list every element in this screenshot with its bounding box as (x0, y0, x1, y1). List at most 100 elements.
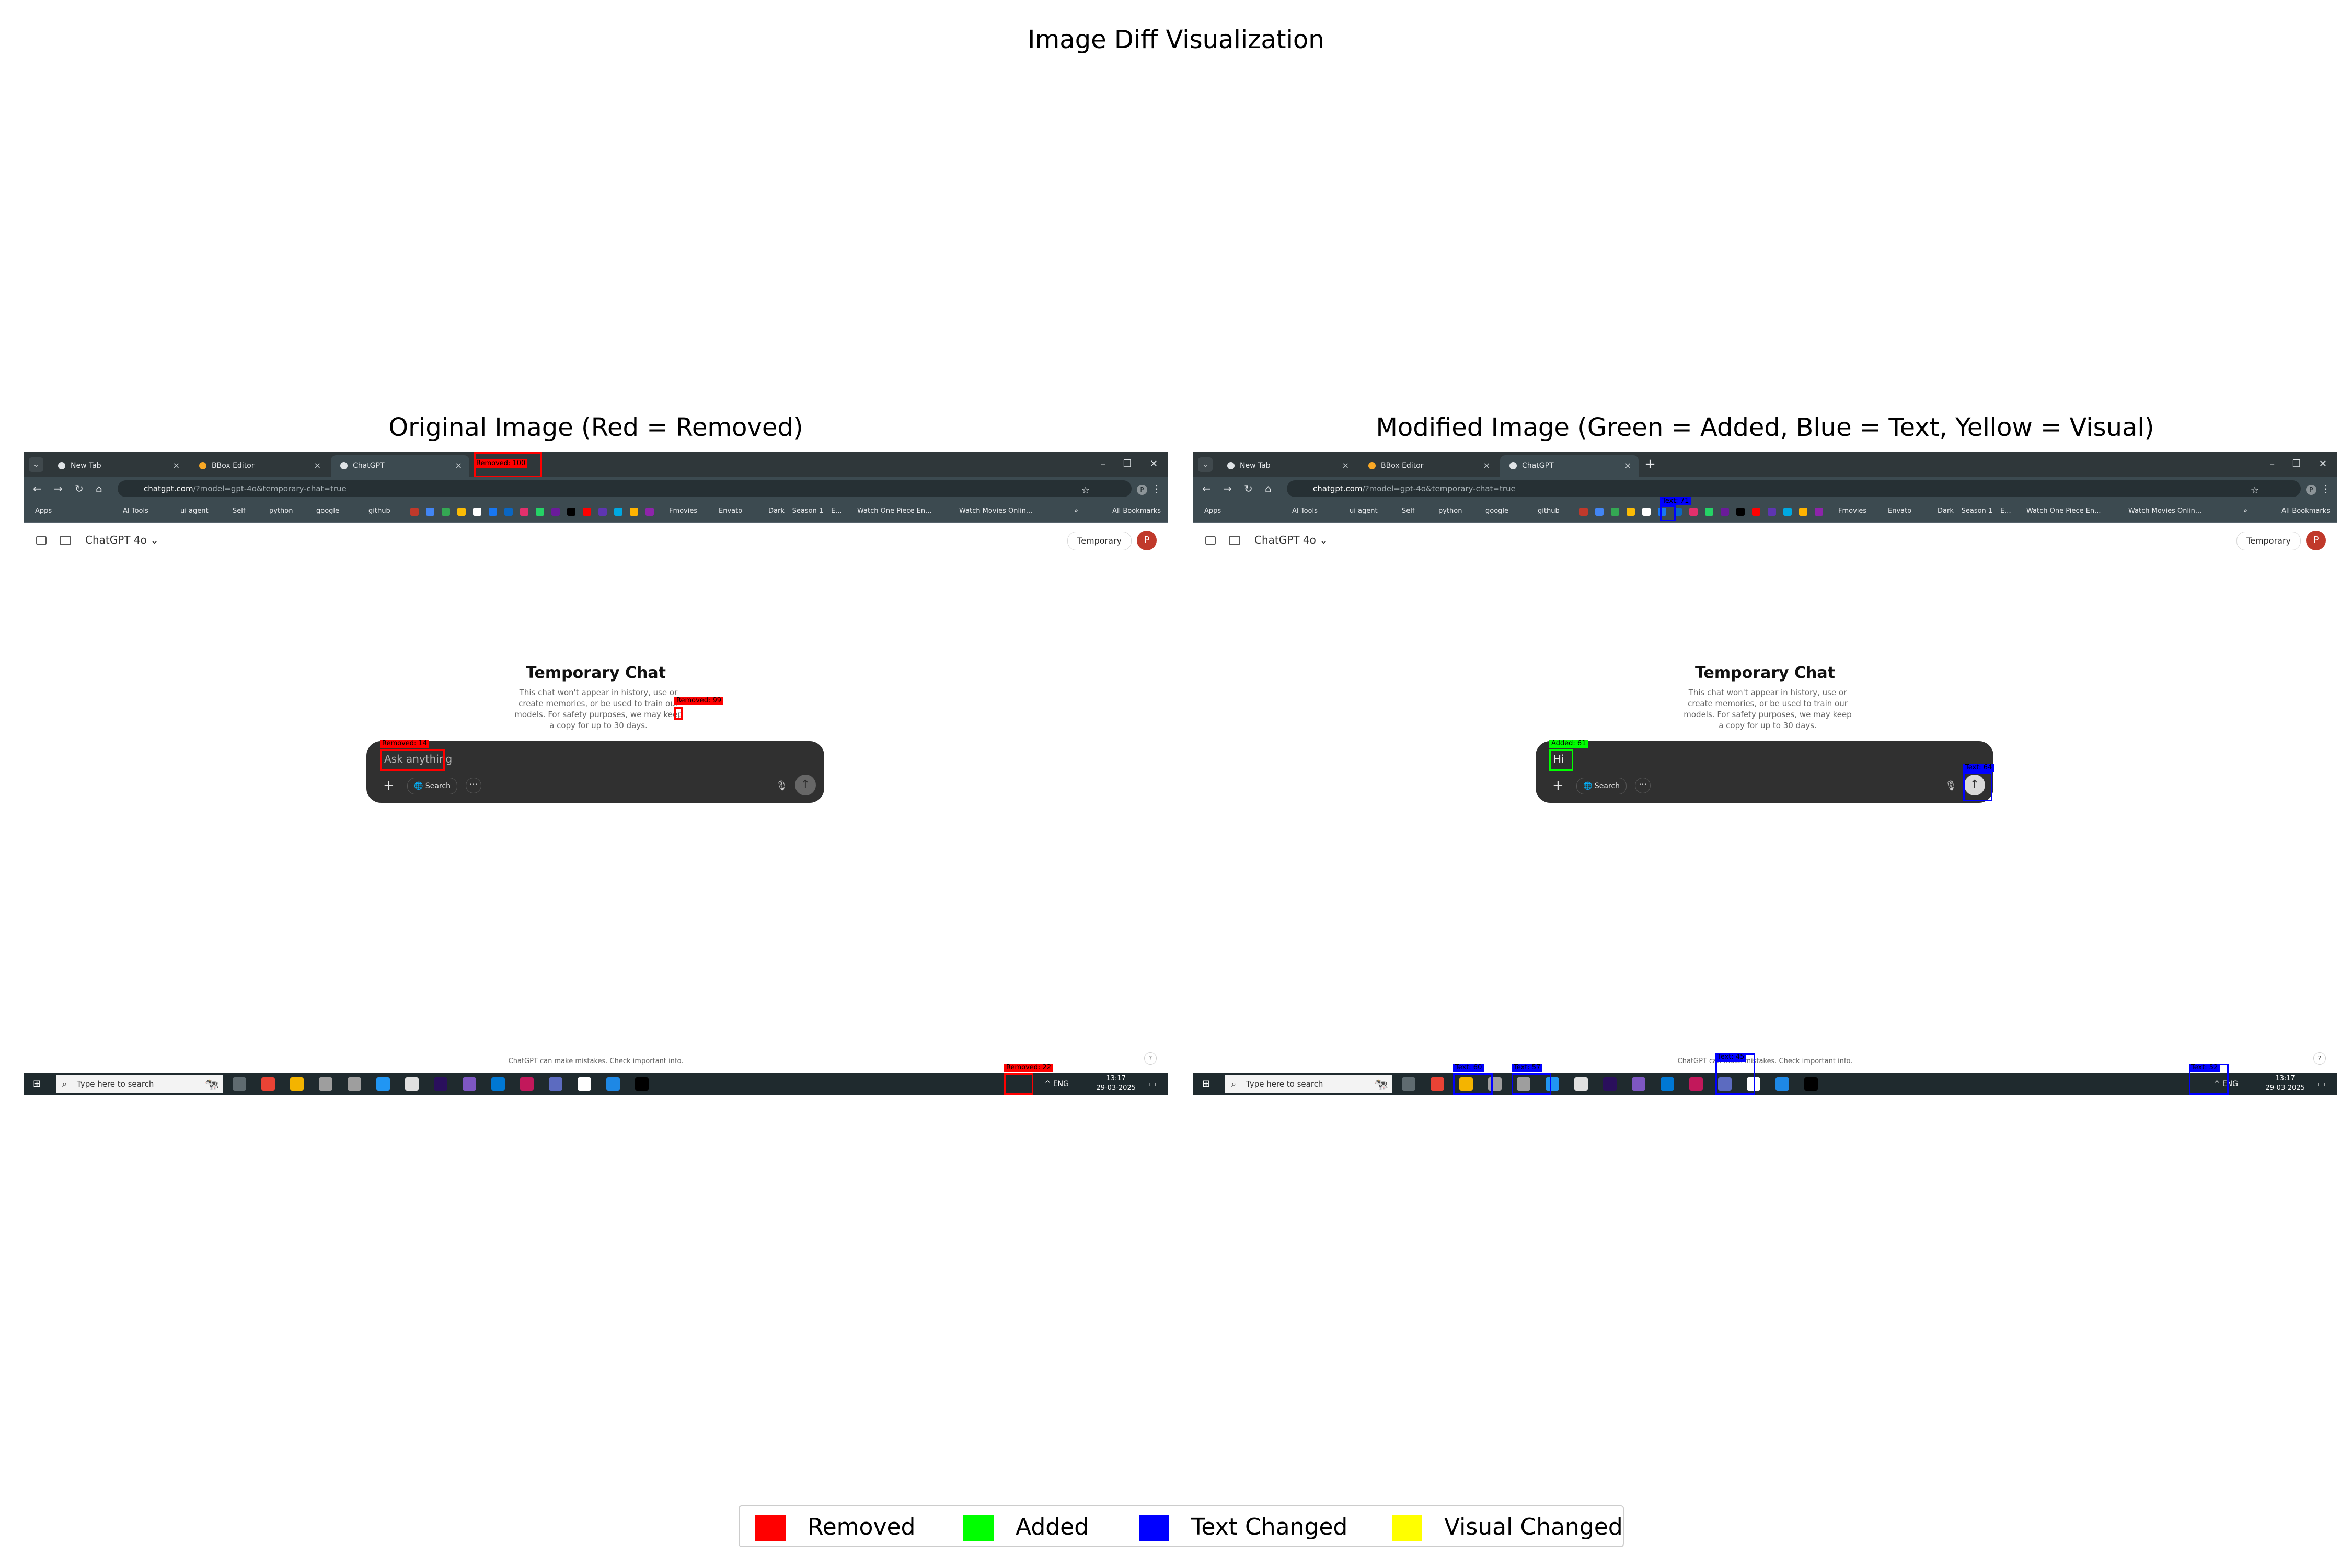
bookmark-favicon[interactable] (1611, 508, 1619, 516)
tab-chatgpt[interactable]: ChatGPT × (331, 455, 469, 477)
model-selector[interactable]: ChatGPT 4o ⌄ (1254, 534, 1328, 546)
bookmark-google[interactable]: google (1485, 507, 1509, 515)
plus-icon[interactable]: + (1552, 778, 1564, 793)
close-tab-button[interactable]: × (314, 460, 321, 470)
system-tray[interactable]: ^ ENG (2213, 1080, 2238, 1088)
notification-icon[interactable]: ▭ (1148, 1079, 1157, 1089)
bookmark-one-piece[interactable]: Watch One Piece En... (2026, 507, 2101, 515)
bookmark-favicon[interactable] (457, 508, 466, 516)
taskbar-app-icon[interactable] (1718, 1077, 1732, 1091)
taskbar-search[interactable]: ⌕ Type here to search 🐄 (1225, 1075, 1392, 1093)
bookmark-dark[interactable]: Dark – Season 1 – E... (1938, 507, 2011, 515)
taskbar-app-icon[interactable] (1546, 1077, 1559, 1091)
more-options-button[interactable]: ··· (1635, 778, 1651, 793)
taskbar-app-icon[interactable] (1775, 1077, 1789, 1091)
taskbar-app-icon[interactable] (405, 1077, 419, 1091)
bookmark-fmovies[interactable]: Fmovies (1838, 507, 1867, 515)
microphone-icon[interactable]: 🎙 (1945, 780, 1957, 791)
search-button[interactable]: 🌐 Search (1576, 778, 1627, 794)
taskbar-app-icon[interactable] (434, 1077, 447, 1091)
taskbar-app-icon[interactable] (1689, 1077, 1703, 1091)
new-tab-button[interactable]: + (1644, 456, 1656, 472)
taskbar-app-icon[interactable] (1459, 1077, 1473, 1091)
help-icon[interactable]: ? (1144, 1052, 1157, 1065)
taskbar-app-icon[interactable] (1661, 1077, 1674, 1091)
taskbar-app-icon[interactable] (1804, 1077, 1818, 1091)
system-tray[interactable]: ^ ENG (1044, 1080, 1069, 1088)
bookmark-ai-tools[interactable]: AI Tools (123, 507, 148, 515)
bookmark-favicon[interactable] (1689, 508, 1698, 516)
bookmark-google[interactable]: google (316, 507, 340, 515)
bookmark-envato[interactable]: Envato (719, 507, 743, 515)
more-icon[interactable]: ⋮ (2321, 482, 2331, 495)
tab-new-tab[interactable]: New Tab × (1218, 455, 1356, 477)
bookmark-favicon[interactable] (426, 508, 434, 516)
close-tab-button[interactable]: × (1624, 460, 1631, 470)
all-bookmarks[interactable]: All Bookmarks (2281, 507, 2330, 515)
windows-start-icon[interactable]: ⊞ (1202, 1078, 1210, 1089)
sidebar-icon[interactable] (36, 536, 47, 545)
bookmark-self[interactable]: Self (233, 507, 246, 515)
taskbar-app-icon[interactable] (549, 1077, 562, 1091)
reload-icon[interactable]: ↻ (1244, 482, 1253, 495)
bookmark-github[interactable]: github (368, 507, 390, 515)
bookmarks-overflow[interactable]: » (2243, 507, 2247, 515)
url-field[interactable]: chatgpt.com/?model=gpt-4o&temporary-chat… (1287, 480, 2301, 497)
close-tab-button[interactable]: × (1342, 460, 1349, 470)
star-icon[interactable]: ☆ (1081, 485, 1090, 496)
windows-start-icon[interactable]: ⊞ (33, 1078, 41, 1089)
bookmark-favicon[interactable] (1799, 508, 1807, 516)
tab-new-tab[interactable]: New Tab × (49, 455, 187, 477)
taskbar-app-icon[interactable] (261, 1077, 275, 1091)
bookmark-favicon[interactable] (1768, 508, 1776, 516)
model-selector[interactable]: ChatGPT 4o ⌄ (85, 534, 159, 546)
minimize-icon[interactable]: – (1101, 458, 1105, 469)
taskbar-app-icon[interactable] (1488, 1077, 1502, 1091)
bookmark-favicon[interactable] (520, 508, 528, 516)
bookmark-favicon[interactable] (1595, 508, 1604, 516)
tab-bbox-editor[interactable]: BBox Editor × (190, 455, 328, 477)
avatar[interactable]: P (2306, 531, 2326, 550)
close-tab-button[interactable]: × (172, 460, 180, 470)
bookmark-ui-agent[interactable]: ui agent (180, 507, 209, 515)
clock[interactable]: 13:17 29-03-2025 (2265, 1074, 2305, 1093)
bookmark-one-piece[interactable]: Watch One Piece En... (857, 507, 932, 515)
bookmark-fmovies[interactable]: Fmovies (669, 507, 698, 515)
bookmark-favicon[interactable] (567, 508, 575, 516)
bookmark-favicon[interactable] (1752, 508, 1760, 516)
bookmark-favicon[interactable] (1815, 508, 1823, 516)
minimize-icon[interactable]: – (2270, 458, 2275, 469)
temporary-chat-button[interactable]: Temporary (1067, 532, 1132, 550)
bookmark-favicon[interactable] (489, 508, 497, 516)
bookmark-favicon[interactable] (1736, 508, 1745, 516)
new-chat-icon[interactable] (1229, 536, 1240, 545)
bookmark-watch-movies[interactable]: Watch Movies Onlin... (959, 507, 1033, 515)
bookmark-github[interactable]: github (1538, 507, 1560, 515)
bookmark-favicon[interactable] (410, 508, 419, 516)
back-icon[interactable]: ← (1202, 482, 1211, 495)
close-tab-button[interactable]: × (1483, 460, 1490, 470)
taskbar-app-icon[interactable] (520, 1077, 534, 1091)
tab-chatgpt[interactable]: ChatGPT × (1500, 455, 1639, 477)
bookmark-favicon[interactable] (645, 508, 654, 516)
clock[interactable]: 13:17 29-03-2025 (1096, 1074, 1136, 1093)
home-icon[interactable]: ⌂ (1265, 482, 1272, 495)
bookmark-favicon[interactable] (598, 508, 607, 516)
bookmark-favicon[interactable] (473, 508, 481, 516)
bookmark-apps[interactable]: Apps (1204, 507, 1221, 515)
taskbar-app-icon[interactable] (348, 1077, 361, 1091)
send-button[interactable]: ↑ (1964, 775, 1985, 795)
taskbar-app-icon[interactable] (578, 1077, 591, 1091)
plus-icon[interactable]: + (383, 778, 395, 793)
maximize-icon[interactable]: ❐ (2292, 458, 2301, 469)
bookmark-favicon[interactable] (1642, 508, 1651, 516)
taskbar-app-icon[interactable] (290, 1077, 304, 1091)
taskbar-app-icon[interactable] (376, 1077, 390, 1091)
bookmark-watch-movies[interactable]: Watch Movies Onlin... (2128, 507, 2202, 515)
bookmarks-overflow[interactable]: » (1074, 507, 1078, 515)
taskbar-app-icon[interactable] (635, 1077, 649, 1091)
taskbar-app-icon[interactable] (1517, 1077, 1530, 1091)
sidebar-icon[interactable] (1205, 536, 1216, 545)
star-icon[interactable]: ☆ (2250, 485, 2259, 496)
tab-bbox-editor[interactable]: BBox Editor × (1359, 455, 1497, 477)
